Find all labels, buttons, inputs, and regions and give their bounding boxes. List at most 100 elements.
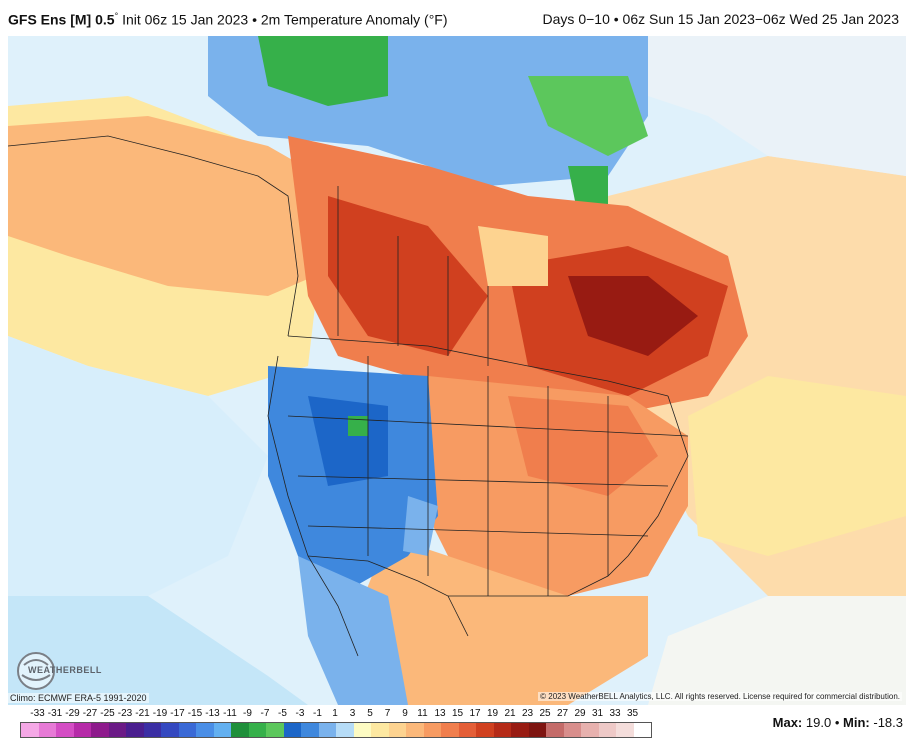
init-time: Init 06z 15 Jan 2023 [122, 11, 249, 28]
legend-tick-label: -27 [82, 708, 98, 719]
legend-swatch [598, 723, 616, 737]
legend-swatch [318, 723, 336, 737]
legend-tick-label: -7 [260, 708, 270, 719]
west-coastline [267, 355, 359, 657]
legend-tick-label: -25 [100, 708, 115, 719]
legend-swatch [581, 723, 599, 737]
legend-tick-label: -33 [30, 708, 45, 719]
anomaly-region-quebec-max [568, 276, 698, 356]
legend-tick-label: 33 [609, 708, 621, 719]
legend-tick-label: 35 [626, 708, 639, 719]
legend-swatch [56, 723, 74, 737]
legend-swatch [528, 723, 546, 737]
us-canada-border [287, 335, 669, 397]
anomaly-map-svg [8, 36, 906, 705]
anomaly-region-arctic-green-2 [528, 76, 648, 156]
legend-tick-label: -11 [223, 708, 237, 719]
legend-swatch [248, 723, 266, 737]
legend-swatch [143, 723, 161, 737]
map-header: GFS Ens [M] 0.5° Init 06z 15 Jan 2023 • … [0, 0, 913, 36]
anomaly-region-atlantic-yellow [688, 376, 906, 556]
legend-tick-label: -1 [313, 708, 322, 719]
anomaly-region-caribbean [648, 596, 906, 705]
legend-tick-label: 7 [384, 708, 391, 719]
legend-swatch [161, 723, 179, 737]
legend-tick-label: -5 [278, 708, 287, 719]
east-gulf-coastline [448, 395, 689, 597]
legend-colorbar [20, 722, 652, 738]
anomaly-region-pacific-cool [8, 336, 268, 596]
copyright-notice: © 2023 WeatherBELL Analytics, LLC. All r… [538, 692, 902, 701]
min-value: -18.3 [873, 715, 903, 730]
legend-swatch [38, 723, 56, 737]
forecast-range: Days 0−10 • 06z Sun 15 Jan 2023−06z Wed … [542, 11, 899, 27]
legend-tick-label: 27 [556, 708, 569, 719]
legend-tick-label: 19 [486, 708, 499, 719]
legend-tick-label: 15 [451, 708, 464, 719]
legend-tick-label: 3 [349, 708, 356, 719]
legend-swatch [196, 723, 214, 737]
maxmin-separator: • [834, 715, 840, 730]
legend-swatch [458, 723, 476, 737]
legend-tick-label: 13 [434, 708, 446, 719]
legend-swatch [388, 723, 406, 737]
model-name: GFS Ens [M] 0.5 [8, 11, 115, 28]
legend-tick-label: 29 [574, 708, 586, 719]
legend-swatch [21, 723, 39, 737]
us-mexico-border [307, 555, 469, 637]
min-label: Min: [843, 715, 870, 730]
legend-swatch [633, 723, 651, 737]
temperature-anomaly-map: WEATHERBELL Climo: ECMWF ERA-5 1991-2020… [8, 36, 906, 705]
anomaly-region-wyoming-green [348, 416, 368, 436]
legend-tick-label: 11 [417, 708, 428, 719]
max-min-readout: Max: 19.0 • Min: -18.3 [773, 715, 903, 730]
legend-swatch [511, 723, 529, 737]
legend-tick-label: -17 [170, 708, 185, 719]
legend-tick-label: 21 [504, 708, 516, 719]
state-line-8 [307, 525, 649, 537]
legend-tick-label: -9 [243, 708, 252, 719]
legend-tick-label: -31 [47, 708, 63, 719]
legend-tick-label: -15 [187, 708, 203, 719]
legend-tick-label: 23 [521, 708, 534, 719]
legend-swatch [406, 723, 424, 737]
weatherbell-logo: WEATHERBELL [12, 647, 102, 699]
anomaly-region-arctic-green-1 [258, 36, 388, 106]
legend-swatch [231, 723, 249, 737]
legend-tick-label: 1 [332, 708, 338, 719]
legend-swatch [616, 723, 634, 737]
legend-swatch [301, 723, 319, 737]
legend-swatch [423, 723, 441, 737]
anomaly-region-greenland [648, 36, 906, 176]
max-label: Max: [772, 715, 803, 730]
legend-swatch [108, 723, 126, 737]
legend-swatch [73, 723, 91, 737]
climatology-note: Climo: ECMWF ERA-5 1991-2020 [8, 693, 149, 703]
alaska-coastline [8, 135, 299, 337]
legend-tick-label: -29 [65, 708, 80, 719]
logo-text: WEATHERBELL [28, 665, 102, 675]
legend-swatch [126, 723, 144, 737]
boundary-lines [8, 135, 689, 657]
map-title: GFS Ens [M] 0.5° Init 06z 15 Jan 2023 • … [8, 11, 448, 28]
legend-swatch [546, 723, 564, 737]
legend-tick-label: 5 [367, 708, 373, 719]
legend-tick-label: -21 [135, 708, 150, 719]
legend-tick-label: -19 [152, 708, 168, 719]
legend-tick-label: 17 [469, 708, 481, 719]
legend-swatch [476, 723, 494, 737]
degree-mark: ° [114, 11, 119, 21]
field-name: 2m Temperature Anomaly (°F) [260, 11, 448, 28]
anomaly-region-south-pacific [8, 596, 308, 705]
legend-swatch [213, 723, 231, 737]
title-bullet: • [252, 11, 257, 28]
state-line-6 [287, 415, 689, 437]
legend-swatch [563, 723, 581, 737]
legend-swatch [91, 723, 109, 737]
legend-swatch [336, 723, 354, 737]
legend-tick-label: -23 [117, 708, 133, 719]
legend-tick-label: -3 [295, 708, 305, 719]
anomaly-region-baja [298, 556, 408, 705]
max-value: 19.0 [805, 715, 832, 730]
legend-swatch [178, 723, 196, 737]
